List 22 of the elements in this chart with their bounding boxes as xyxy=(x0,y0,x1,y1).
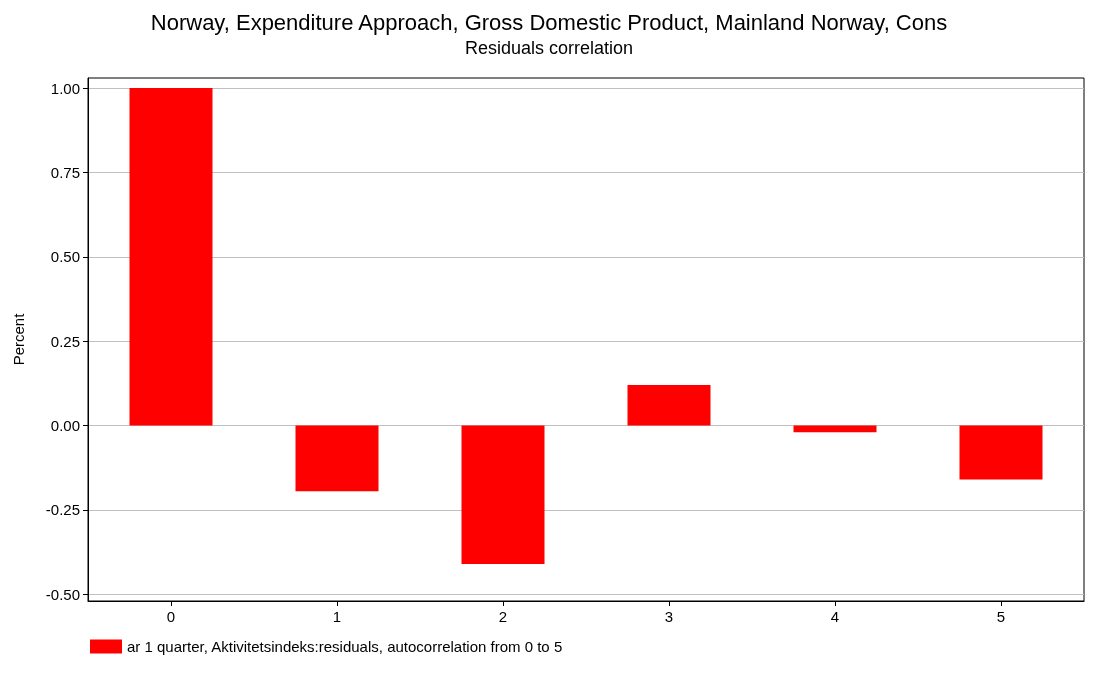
y-tick-label: 1.00 xyxy=(50,79,80,97)
y-tick-label: 0.75 xyxy=(50,163,80,181)
x-tick-label: 5 xyxy=(996,608,1006,625)
bar xyxy=(129,88,213,426)
bar xyxy=(295,425,379,492)
y-tick-label: 0.25 xyxy=(50,332,80,350)
chart-title: Norway, Expenditure Approach, Gross Domestic Product, Mainland Norway, Cons xyxy=(150,9,948,35)
y-tick-label: -0.50 xyxy=(45,585,80,603)
bar xyxy=(627,385,711,426)
x-tick-label: 3 xyxy=(664,608,674,625)
chart-subtitle: Residuals correlation xyxy=(464,38,634,58)
bar xyxy=(959,425,1043,480)
bar xyxy=(461,425,545,564)
x-tick-label: 4 xyxy=(830,608,840,625)
y-tick-label: 0.50 xyxy=(50,248,80,266)
y-axis-title: Percent xyxy=(10,312,27,366)
x-tick-label: 1 xyxy=(332,608,342,625)
x-tick-label: 0 xyxy=(166,608,176,625)
y-tick-label: 0.00 xyxy=(50,417,80,435)
y-tick-label: -0.25 xyxy=(45,501,80,519)
x-tick-label: 2 xyxy=(498,608,508,625)
legend-label: ar 1 quarter, Aktivitetsindeks:residuals, autocorrelation from 0 to 5 xyxy=(127,638,563,655)
